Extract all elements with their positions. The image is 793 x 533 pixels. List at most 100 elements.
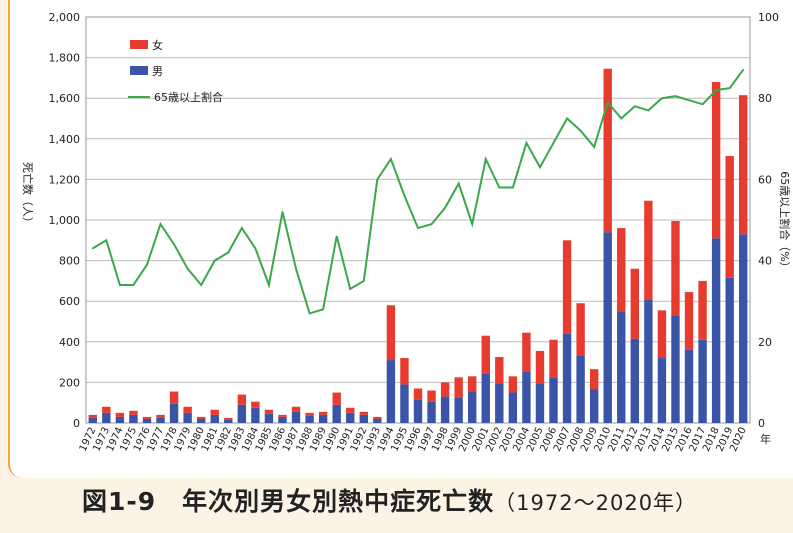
bar-female <box>102 406 111 413</box>
line-point <box>742 68 745 71</box>
line-point <box>200 284 202 286</box>
line-point <box>91 247 94 250</box>
bar-male <box>657 358 667 423</box>
bar-female <box>400 358 409 385</box>
bar-female <box>291 406 301 412</box>
bar-female <box>644 200 653 300</box>
y2-tick-label: 60 <box>758 173 772 186</box>
y-tick-label: 1,400 <box>49 133 81 146</box>
y-axis-title: 死亡数（人） <box>21 162 35 228</box>
bar-male <box>427 401 436 423</box>
legend-swatch-male <box>130 66 148 75</box>
bar-female <box>725 156 734 278</box>
bar-male <box>156 417 165 423</box>
bar-female <box>346 407 355 413</box>
bar-female <box>739 95 748 235</box>
bar-female <box>576 303 585 357</box>
bar-male <box>617 311 626 423</box>
line-point <box>620 117 623 120</box>
bar-male <box>183 412 192 423</box>
line-point <box>349 288 352 290</box>
bar-male <box>102 412 111 423</box>
bar-female <box>373 416 382 419</box>
chart-panel: 0 200 400 600 800 1,000 1,200 1,400 1,600 1,800 2,… <box>8 0 793 478</box>
line-point <box>525 142 528 144</box>
bar-female <box>210 409 219 415</box>
line-point <box>566 117 568 120</box>
line-point <box>430 223 433 225</box>
bar-female <box>481 335 490 374</box>
bar-male <box>508 392 518 423</box>
bar-female <box>508 376 518 393</box>
bar-female <box>115 412 125 417</box>
bar-male <box>142 418 152 423</box>
bar-female <box>142 416 152 419</box>
bar-male <box>725 277 734 423</box>
bar-male <box>468 391 477 423</box>
bar-male <box>671 315 680 423</box>
bar-female <box>454 377 463 398</box>
line-point <box>159 223 162 225</box>
bar-female <box>264 409 274 414</box>
bar-female <box>495 357 504 384</box>
bar-female <box>657 310 667 359</box>
x-axis-unit: 年 <box>760 432 771 446</box>
legend-label-female: 女 <box>152 38 163 52</box>
y2-axis-title: 65歳以上割合（%） <box>778 171 792 272</box>
legend-label-ratio: 65歳以上割合 <box>154 90 223 104</box>
bar-female <box>522 332 531 372</box>
bar-male <box>630 338 640 423</box>
caption-range: （1972〜2020年） <box>494 491 698 515</box>
bar-male <box>332 404 341 423</box>
caption-title: 図1-9 年次別男女別熱中症死亡数 <box>82 487 495 516</box>
legend-swatch-female <box>130 40 148 49</box>
bar-male <box>481 373 490 423</box>
bar-female <box>671 221 680 316</box>
bar-female <box>196 416 206 419</box>
bar-female <box>251 401 260 408</box>
line-point <box>376 178 379 181</box>
line-point <box>322 308 324 311</box>
bar-male <box>589 389 599 423</box>
line-point <box>484 158 487 160</box>
bar-male <box>711 238 721 423</box>
bar-male <box>413 399 423 423</box>
line-point <box>539 166 541 169</box>
line-point <box>241 227 243 229</box>
bar-female <box>562 240 572 334</box>
bar-female <box>359 411 368 415</box>
bar-male <box>739 234 748 423</box>
line-point <box>295 267 297 270</box>
line-point <box>213 259 216 262</box>
bar-male <box>644 299 653 423</box>
line-point <box>471 223 474 225</box>
bar-female <box>129 410 138 415</box>
bar-female <box>183 406 192 413</box>
bar-male <box>291 411 301 423</box>
bar-female <box>88 414 97 418</box>
line-point <box>173 243 175 246</box>
y-tick-label: 600 <box>59 295 80 308</box>
bar-male <box>386 360 396 423</box>
bar-female <box>169 391 179 404</box>
line-point <box>674 95 677 97</box>
bar-male <box>549 377 558 423</box>
legend-label-male: 男 <box>152 65 163 78</box>
line-point <box>728 87 731 89</box>
line-point <box>417 227 419 229</box>
bar-male <box>251 407 260 423</box>
bar-male <box>115 416 125 423</box>
bar-female <box>224 417 233 420</box>
bar-male <box>684 349 694 423</box>
line-point <box>335 235 338 238</box>
y-tick-label: 1,000 <box>49 214 81 227</box>
bar-female <box>698 280 707 340</box>
line-point <box>308 312 311 315</box>
line-point <box>444 207 446 209</box>
line-point <box>362 280 365 282</box>
line-point <box>281 211 284 213</box>
line-point <box>661 97 663 99</box>
line-point <box>119 284 121 286</box>
bar-female <box>549 339 558 378</box>
y-tick-label: 1,600 <box>49 92 81 105</box>
